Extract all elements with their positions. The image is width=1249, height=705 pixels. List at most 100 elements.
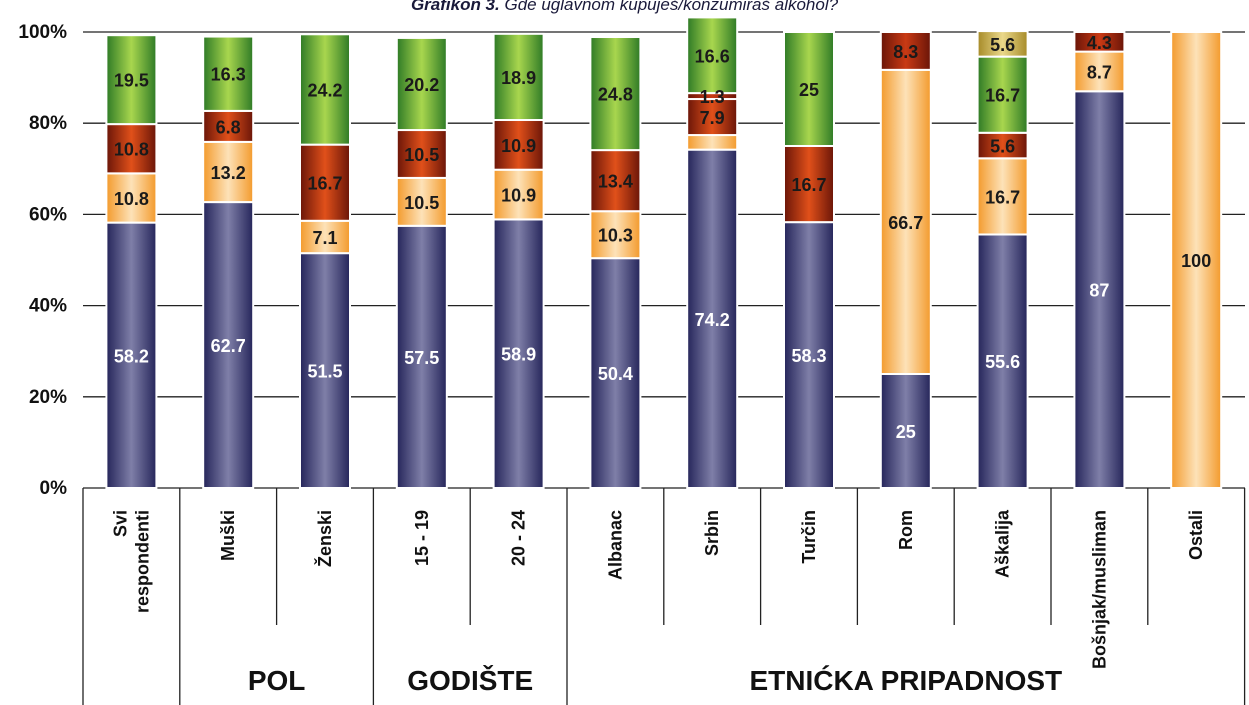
- data-label: 66.7: [888, 213, 923, 233]
- bar-segment: [299, 143, 351, 222]
- data-label: 16.7: [307, 174, 342, 194]
- data-label: 24.2: [307, 80, 342, 100]
- bar-segment: [686, 148, 739, 489]
- y-tick-label: 80%: [29, 113, 67, 134]
- data-label: 8.3: [893, 42, 918, 62]
- y-tick-label: 40%: [29, 296, 67, 317]
- category-label: Rom: [896, 510, 916, 550]
- data-label: 1.3: [700, 87, 725, 107]
- category-label: 20 - 24: [509, 510, 529, 566]
- data-label: 55.6: [985, 352, 1020, 372]
- bar-segment: [1073, 31, 1126, 53]
- chart-title: Grafikon 3. Gde uglavnom kupuješ/konzumi…: [0, 0, 1249, 14]
- data-label: 24.8: [598, 85, 633, 105]
- data-label: 7.9: [700, 108, 725, 128]
- bar-segment: [202, 35, 255, 112]
- category-label: Albanac: [605, 510, 625, 580]
- bar-segment: [395, 129, 448, 179]
- bar-segment: [976, 157, 1029, 236]
- bar-segment: [686, 134, 739, 151]
- data-label: 74.2: [695, 310, 730, 330]
- data-label: 50.4: [598, 364, 633, 384]
- data-label: 58.3: [791, 346, 826, 366]
- chart-title-text: Gde uglavnom kupuješ/konzumiraš alkohol?: [504, 0, 839, 14]
- category-label: 15 - 19: [412, 510, 432, 566]
- data-label: 16.7: [985, 86, 1020, 106]
- group-label: GODIŠTE: [407, 664, 533, 696]
- bar-segment: [492, 168, 545, 221]
- category-label: Turčin: [799, 510, 819, 564]
- bar-segment: [879, 31, 932, 71]
- data-label: 58.2: [114, 346, 149, 366]
- data-label: 13.4: [598, 172, 633, 192]
- axis-layer: 0% 20% 40% 60% 80% 100% Svi respondenti Muški Žen…: [18, 22, 1246, 705]
- bar-segment: [395, 176, 448, 227]
- data-label: 5.6: [990, 35, 1015, 55]
- category-label: Svi: [110, 510, 130, 537]
- bar-segment: [589, 36, 642, 152]
- category-label: Muški: [218, 510, 238, 561]
- bar-segment: [299, 33, 351, 146]
- category-label: Aškalija: [993, 509, 1013, 578]
- data-label: 100: [1181, 251, 1211, 271]
- bar-segment: [783, 31, 835, 147]
- category-label: Bošnjak/musliman: [1089, 510, 1109, 669]
- bar-segment: [492, 32, 545, 122]
- bar-segment: [976, 233, 1029, 489]
- bar-segment: [879, 68, 932, 376]
- data-label: 51.5: [307, 362, 342, 382]
- data-label: 10.8: [114, 189, 149, 209]
- bar-segment: [1170, 31, 1223, 489]
- y-tick-label: 100%: [18, 22, 67, 43]
- data-label: 8.7: [1087, 62, 1112, 82]
- bar-segment: [105, 221, 158, 489]
- data-label: 13.2: [211, 163, 246, 183]
- category-label: Srbin: [702, 510, 722, 556]
- bar-segment: [395, 224, 448, 490]
- labels-layer: 58.2 10.8 10.8 19.5 62.7 13.2 6.8 16.3 51.5 7.1 16…: [114, 33, 1211, 442]
- data-label: 5.6: [990, 137, 1015, 157]
- category-label: respondenti: [132, 510, 152, 613]
- data-label: 20.2: [404, 75, 439, 95]
- y-tick-label: 20%: [29, 387, 67, 408]
- data-label: 25: [799, 80, 819, 100]
- bar-segment: [783, 221, 835, 489]
- data-label: 16.7: [985, 187, 1020, 207]
- data-label: 16.3: [211, 65, 246, 85]
- category-label: Ostali: [1186, 510, 1206, 560]
- bar-segment: [783, 145, 835, 224]
- data-label: 87: [1089, 281, 1109, 301]
- bar-segment: [492, 119, 545, 171]
- bar-segment: [105, 34, 158, 126]
- group-label: ETNIĆKA PRIPADNOST: [749, 665, 1062, 696]
- bars-layer: [105, 16, 1223, 490]
- data-label: 10.3: [598, 226, 633, 246]
- bar-segment: [395, 36, 448, 132]
- data-label: 10.5: [404, 193, 439, 213]
- bar-segment: [492, 218, 545, 490]
- data-label: 25: [896, 422, 916, 442]
- data-label: 4.3: [1087, 33, 1112, 53]
- data-label: 6.8: [216, 117, 241, 137]
- category-label: Ženski: [314, 510, 335, 567]
- data-label: 10.9: [501, 136, 536, 156]
- data-label: 58.9: [501, 345, 536, 365]
- data-label: 10.8: [114, 140, 149, 160]
- y-tick-label: 0%: [40, 478, 68, 499]
- chart-title-prefix: Grafikon 3.: [410, 0, 500, 14]
- bar-segment: [976, 131, 1029, 160]
- data-label: 62.7: [211, 336, 246, 356]
- bar-segment: [976, 30, 1029, 58]
- group-label: POL: [248, 665, 306, 696]
- grid-layer: [83, 31, 1245, 489]
- data-label: 57.5: [404, 348, 439, 368]
- bar-segment: [299, 252, 351, 489]
- data-label: 10.9: [501, 186, 536, 206]
- bar-segment: [879, 373, 932, 489]
- data-label: 10.5: [404, 145, 439, 165]
- data-label: 7.1: [312, 228, 337, 248]
- bar-segment: [589, 257, 642, 489]
- data-label: 18.9: [501, 68, 536, 88]
- data-label: 19.5: [114, 71, 149, 91]
